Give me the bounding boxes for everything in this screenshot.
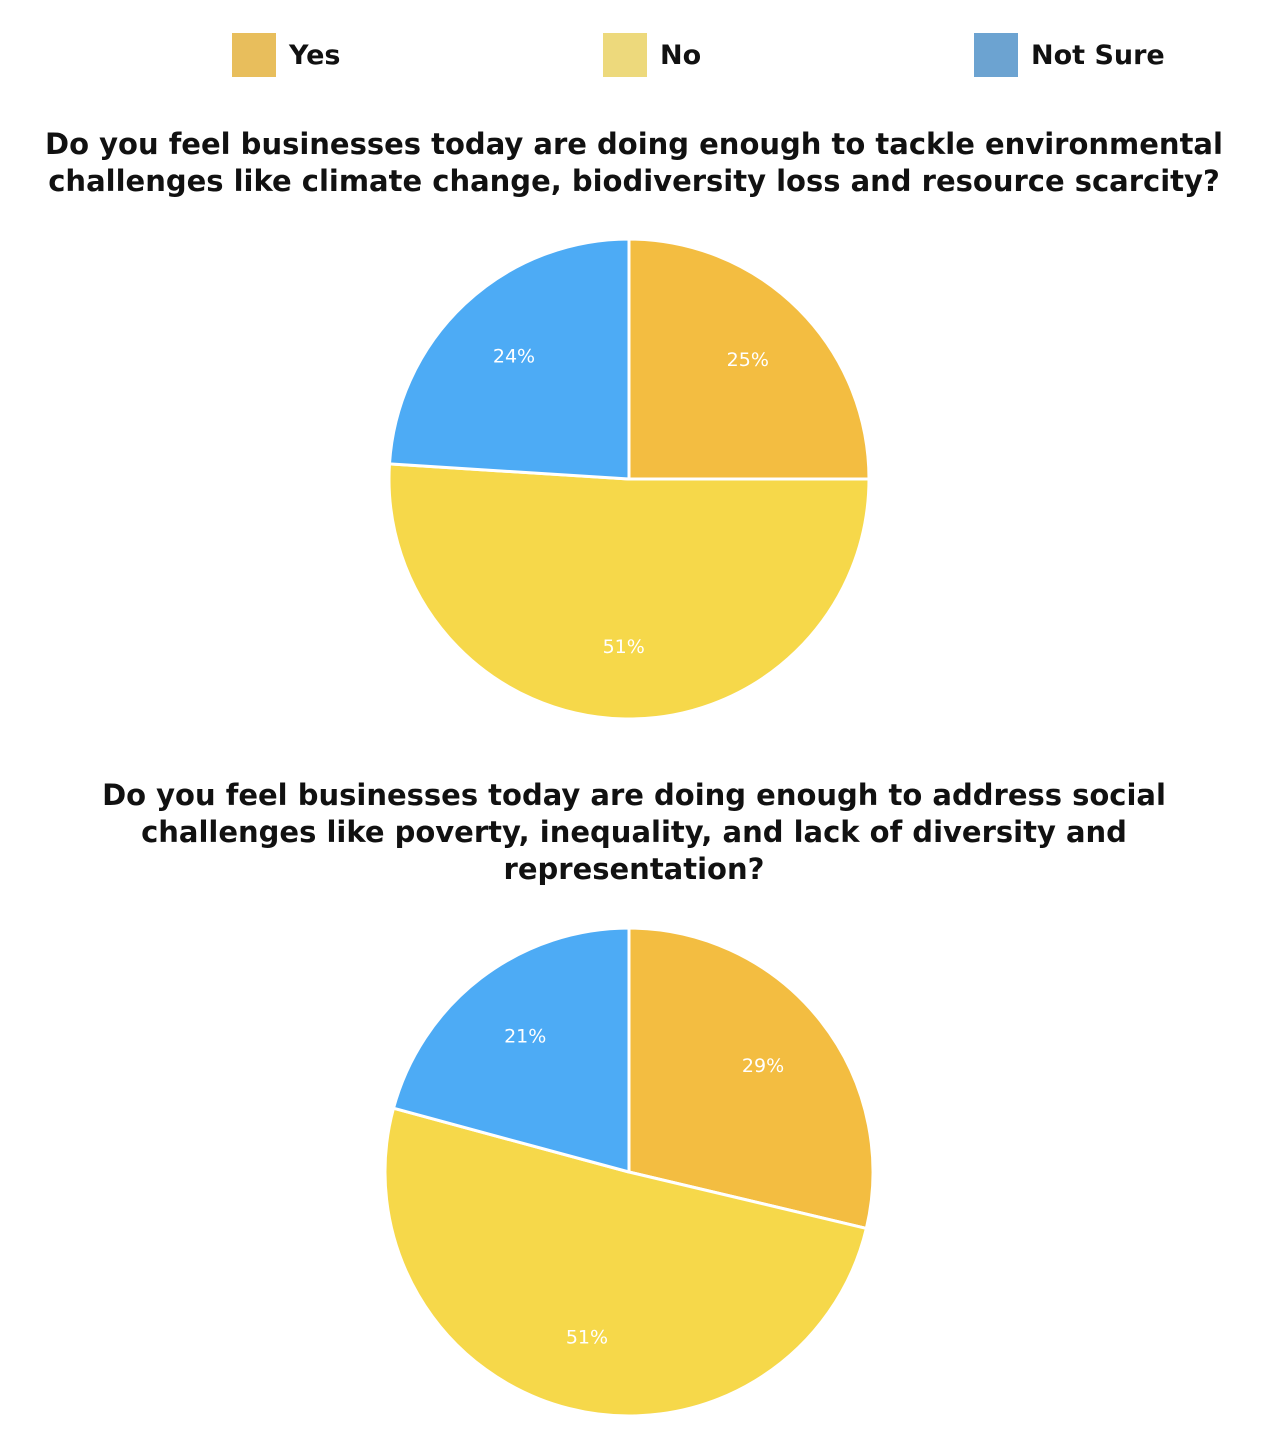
legend-swatch-no [603, 33, 647, 77]
slice-label-yes: 25% [727, 349, 769, 371]
pie-slice-no [383, 1106, 868, 1418]
chart-title-environmental: Do you feel businesses today are doing e… [45, 127, 1223, 198]
legend-label-no: No [660, 39, 702, 71]
pie-slice-yes [627, 926, 875, 1230]
legend-label-not-sure: Not Sure [1031, 39, 1165, 71]
legend-item-yes: Yes [232, 32, 340, 78]
legend-item-not-sure: Not Sure [974, 32, 1165, 78]
slice-label-not-sure: 21% [504, 1025, 546, 1047]
slice-label-no: 51% [566, 1327, 608, 1349]
pie-slice-no [387, 462, 871, 721]
slice-label-not-sure: 24% [493, 346, 535, 368]
slice-label-yes: 29% [742, 1055, 784, 1077]
pie-chart-social: 29% 51% 21% [383, 926, 875, 1418]
pie-slice-not-sure [387, 237, 631, 481]
legend-swatch-not-sure [974, 33, 1018, 77]
slice-label-no: 51% [603, 636, 645, 658]
pie-slice-yes [627, 237, 871, 481]
legend-label-yes: Yes [289, 39, 341, 71]
legend-swatch-yes [232, 33, 276, 77]
legend-item-no: No [603, 32, 701, 78]
pie-slice-not-sure [391, 926, 631, 1174]
legend: Yes No Not Sure [0, 32, 1268, 78]
chart-title-social: Do you feel businesses today are doing e… [102, 778, 1166, 886]
pie-chart-environmental: 25% 51% 24% [387, 237, 871, 721]
